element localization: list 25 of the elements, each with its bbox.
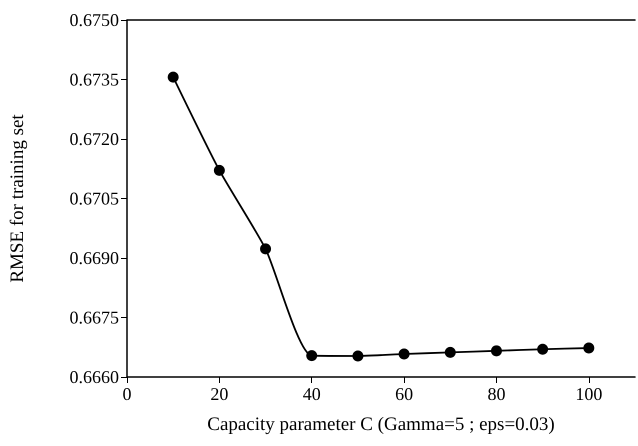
y-tick-label: 0.6750 — [70, 10, 119, 30]
point — [260, 243, 272, 254]
y-tick-label: 0.6720 — [70, 129, 119, 149]
y-axis-title: RMSE for training set — [7, 114, 28, 283]
y-tick-label: 0.6705 — [70, 188, 119, 208]
x-tick-label: 20 — [210, 384, 228, 404]
x-axis-title: Capacity parameter C (Gamma=5 ; eps=0.03) — [207, 414, 555, 435]
point — [398, 348, 410, 360]
x-tick-label: 60 — [395, 384, 414, 404]
point — [537, 344, 548, 355]
point — [583, 342, 594, 354]
point — [352, 350, 364, 362]
point — [490, 345, 502, 356]
y-tick-label: 0.6675 — [70, 308, 119, 328]
y-tick-label: 0.6660 — [70, 367, 119, 387]
x-tick-label: 100 — [575, 384, 602, 404]
y-tick-label: 0.6735 — [70, 70, 119, 90]
point — [444, 346, 456, 358]
point — [306, 350, 318, 362]
x-tick-label: 40 — [302, 384, 321, 404]
x-tick-label: 0 — [122, 384, 132, 404]
x-tick-label: 80 — [487, 384, 506, 404]
point — [168, 72, 179, 83]
point — [214, 164, 225, 176]
y-tick-label: 0.6690 — [70, 248, 119, 268]
